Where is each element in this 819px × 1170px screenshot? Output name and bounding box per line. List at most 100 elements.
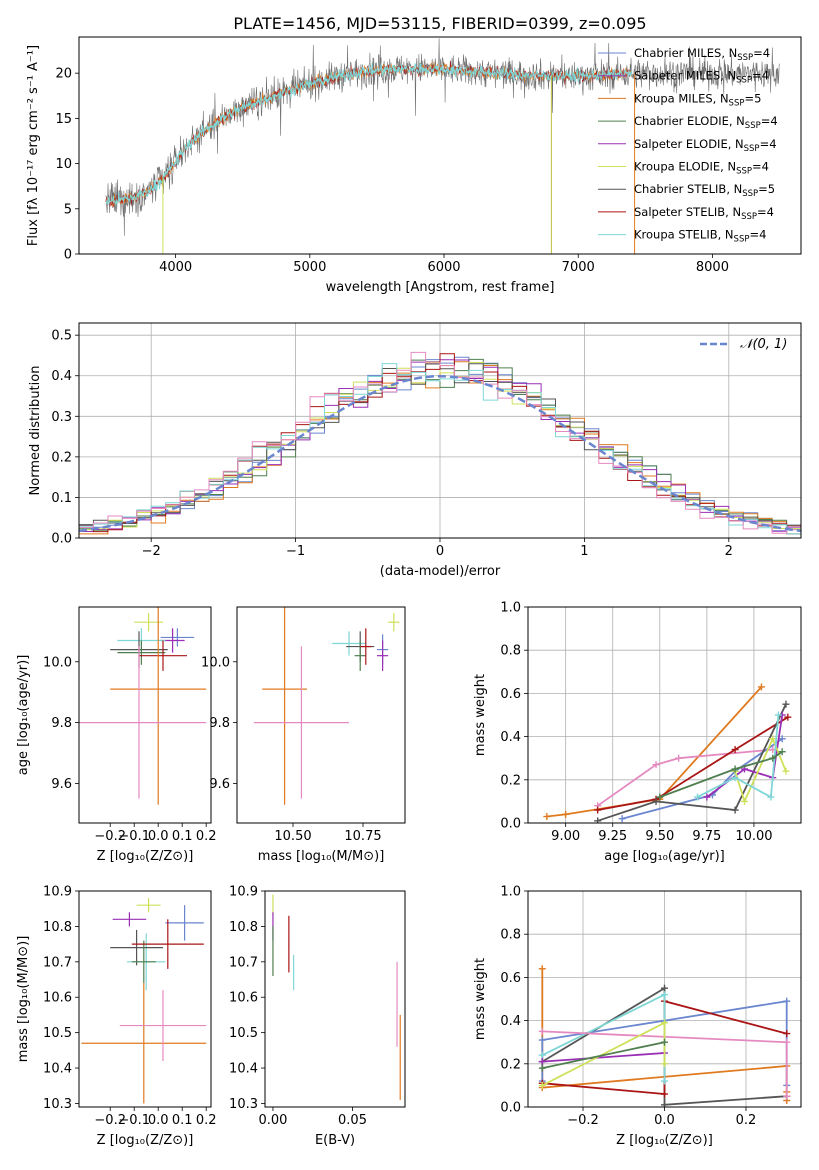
x-axis-label: age [log₁₀(age/yr)] [604, 849, 725, 864]
y-axis-label: age [log₁₀(age/yr)] [16, 655, 31, 776]
axes-age-vs-Z: −0.2−0.10.0 0.1 0.2 9.6 9.8 10.0 Z [log₁₀(Z/Z⊙… [16, 606, 217, 864]
plus-marker [538, 1051, 546, 1059]
axes-mass-weight-vs-age: 9.00 9.25 9.50 9.75 10.00 0.0 0.2 0.4 0.6 0.8 1.0 a… [473, 601, 802, 864]
data-point [288, 915, 290, 973]
x-axis-label: wavelength [Angstrom, rest frame] [326, 280, 555, 295]
x-tick-label: 0 [436, 544, 444, 559]
plus-marker [757, 683, 765, 691]
plus-marker [661, 1038, 668, 1046]
legend-entry: Kroupa MILES, NSSP=5 [598, 91, 761, 108]
y-tick-label: 9.6 [51, 777, 72, 792]
normal-curve [79, 374, 801, 533]
data-point [253, 646, 349, 799]
plot-area [81, 898, 207, 1104]
data-point [293, 954, 295, 991]
legend-label: Chabrier MILES, NSSP=4 [634, 46, 770, 63]
plus-marker [661, 1019, 668, 1027]
plus-marker [656, 793, 664, 801]
x-tick-label: 10.75 [344, 829, 381, 844]
y-tick-label: 10.0 [43, 655, 72, 670]
plus-marker [783, 1030, 791, 1038]
y-tick-label: 0.3 [51, 410, 72, 425]
x-axis-label: mass [log₁₀(M/M⊙)] [258, 849, 385, 864]
legend-label: Kroupa ELODIE, NSSP=4 [634, 160, 769, 177]
y-tick-label: 0.8 [500, 928, 521, 943]
x-tick-label: 9.00 [551, 829, 580, 844]
plus-marker [741, 797, 749, 805]
y-tick-label: 9.8 [51, 716, 72, 731]
plus-marker [661, 1060, 668, 1068]
data-point [360, 628, 372, 665]
mass-weight-line [546, 686, 763, 818]
plus-marker [538, 1081, 546, 1089]
axes-mass-vs-ebv: 0.00 0.05 10.3 10.4 10.5 10.6 10.7 10.8 10.9 E(B-… [229, 885, 406, 1148]
legend-label: Chabrier ELODIE, NSSP=4 [634, 114, 778, 131]
x-tick-label: 8000 [696, 260, 729, 275]
plus-marker [784, 713, 792, 721]
axes-frame [78, 322, 802, 539]
x-tick-label: 0.2 [196, 1113, 217, 1128]
legend-entry: Kroupa ELODIE, NSSP=4 [598, 160, 769, 177]
y-tick-label: 10.6 [229, 991, 258, 1006]
x-tick-label: 0.0 [654, 1113, 675, 1128]
y-tick-label: 1.0 [500, 885, 521, 900]
y-tick-label: 10.6 [43, 991, 72, 1006]
plus-marker [783, 1038, 791, 1046]
plus-marker [543, 813, 551, 821]
data-point [131, 940, 156, 984]
y-tick-label: 10.4 [229, 1062, 258, 1077]
plus-marker [661, 984, 668, 992]
y-tick-label: 0.1 [51, 491, 72, 506]
x-tick-label: −0.1 [118, 829, 150, 844]
y-tick-label: 0.4 [500, 1014, 521, 1029]
axes-frame [78, 890, 212, 1108]
y-tick-label: 9.8 [209, 716, 230, 731]
x-tick-label: 2 [725, 544, 733, 559]
plus-marker [774, 711, 782, 719]
y-tick-label: 10.9 [43, 885, 72, 900]
plus-marker [562, 810, 570, 818]
y-axis-label: mass weight [473, 958, 488, 1040]
plus-marker [594, 806, 602, 814]
y-tick-label: 1.0 [500, 601, 521, 616]
legend-entry: Salpeter ELODIE, NSSP=4 [598, 137, 777, 154]
x-tick-label: 4000 [159, 260, 192, 275]
data-point [110, 929, 163, 966]
plus-marker [652, 761, 660, 769]
legend-label: Salpeter MILES, NSSP=4 [634, 69, 769, 86]
legend-entry: Salpeter MILES, NSSP=4 [598, 69, 769, 86]
residual-histogram [79, 358, 801, 531]
plus-marker [731, 746, 739, 754]
plus-marker [594, 817, 602, 823]
x-tick-label: 0.0 [148, 829, 169, 844]
x-tick-label: 5000 [293, 260, 326, 275]
plus-marker [703, 793, 711, 801]
x-tick-label: −0.2 [567, 1113, 599, 1128]
y-axis-label: mass [log₁₀(M/M⊙)] [16, 936, 31, 1063]
data-point [131, 919, 204, 969]
legend-entry: Kroupa STELIB, NSSP=4 [598, 228, 766, 245]
y-tick-label: 0 [64, 248, 72, 263]
legend-label: Salpeter STELIB, NSSP=4 [634, 205, 774, 222]
y-tick-label: 0.2 [500, 773, 521, 788]
plus-marker [693, 793, 701, 801]
data-point [160, 628, 195, 647]
axes-frame [78, 606, 212, 824]
x-tick-label: 6000 [427, 260, 460, 275]
y-axis-label: Flux [fλ 10⁻¹⁷ erg cm⁻² s⁻¹ A⁻¹] [26, 45, 41, 246]
x-tick-label: 10.50 [274, 829, 311, 844]
mass-weight-line [734, 736, 787, 804]
x-tick-label: 10.00 [735, 829, 772, 844]
data-point [79, 646, 207, 799]
y-tick-label: 10.4 [43, 1062, 72, 1077]
plus-marker [731, 806, 739, 814]
data-point [377, 640, 389, 671]
data-point [139, 640, 187, 671]
x-tick-label: −0.1 [118, 1113, 150, 1128]
plot-area [253, 607, 400, 805]
y-tick-label: 10.7 [43, 955, 72, 970]
legend-label: Kroupa STELIB, NSSP=4 [634, 228, 766, 245]
plus-marker [538, 1064, 546, 1072]
axes-spectrum: 4000 5000 6000 7000 8000 0 5 10 15 20 wavelength [… [26, 36, 802, 295]
